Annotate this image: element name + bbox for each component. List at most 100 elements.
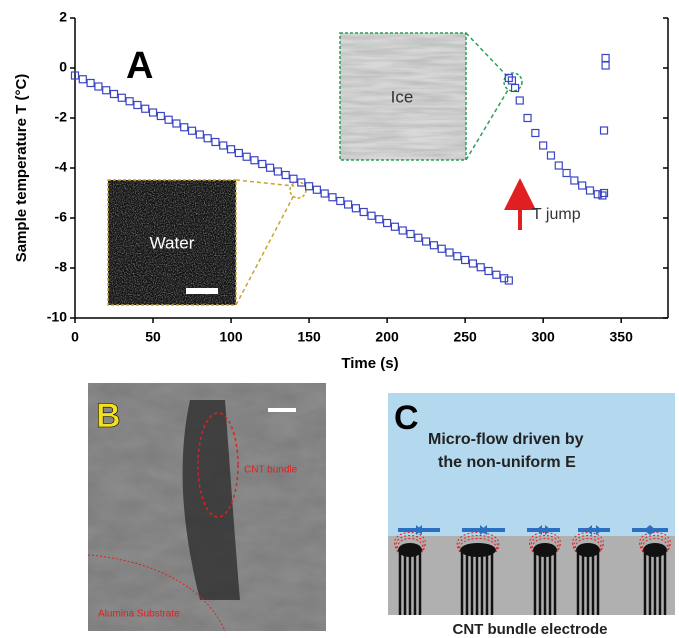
water-inset: Water: [107, 179, 307, 306]
electrode-tip: [398, 543, 422, 557]
field-line: [572, 532, 604, 553]
data-point: [320, 189, 329, 198]
data-point: [289, 174, 298, 183]
y-tick-label: 2: [59, 9, 67, 25]
data-point: [476, 263, 485, 272]
data-point: [297, 178, 306, 187]
x-tick-label: 200: [375, 329, 399, 345]
electrode-tip: [533, 543, 557, 557]
data-point: [523, 113, 532, 123]
data-point: [211, 137, 220, 147]
data-point: [359, 207, 368, 217]
field-line: [395, 535, 425, 553]
data-point: [109, 89, 119, 99]
field-line: [639, 532, 671, 553]
flow-arrow: [416, 525, 440, 535]
data-point: [328, 193, 337, 202]
data-point: [234, 148, 243, 158]
data-point: [445, 248, 454, 257]
panel-b: B CNT bundle Alumina Substrate: [87, 383, 326, 632]
field-line: [641, 538, 669, 553]
data-point: [242, 152, 251, 161]
y-tick-label: 0: [59, 59, 67, 75]
data-point: [500, 274, 509, 283]
data-point: [492, 270, 501, 279]
x-tick-label: 300: [531, 329, 555, 345]
field-line: [574, 538, 602, 553]
data-point: [406, 229, 415, 239]
panel-c-text: Micro-flow driven by: [428, 431, 584, 448]
data-point: [273, 167, 282, 176]
field-line: [456, 532, 500, 553]
data-point: [148, 108, 158, 117]
electrode-tip: [576, 543, 600, 557]
ice-inset: Ice: [339, 32, 523, 161]
data-point: [164, 115, 173, 124]
data-point: [562, 168, 571, 178]
data-point: [180, 123, 189, 132]
data-point: [437, 244, 446, 253]
data-point: [504, 276, 513, 285]
data-point: [601, 53, 610, 63]
jump-label: T jump: [532, 206, 581, 223]
data-point: [203, 134, 212, 143]
ice-label: Ice: [391, 87, 414, 106]
data-point: [125, 97, 134, 106]
y-tick-label: -10: [47, 309, 67, 325]
field-line: [530, 535, 560, 553]
field-line: [394, 532, 426, 553]
y-tick-label: -6: [55, 209, 68, 225]
data-point: [390, 222, 400, 231]
x-tick-label: 0: [71, 329, 79, 345]
panel-label: A: [126, 45, 153, 87]
data-point: [453, 252, 462, 261]
data-point: [383, 218, 392, 228]
data-point: [468, 259, 478, 268]
data-point: [515, 96, 524, 105]
data-point: [172, 119, 181, 128]
y-axis-label: Sample temperature T (°C): [13, 74, 30, 263]
panel-c-caption: CNT bundle electrode: [452, 621, 607, 638]
data-point: [601, 61, 610, 70]
data-point: [599, 126, 609, 135]
data-point: [102, 86, 111, 95]
data-point: [78, 75, 87, 84]
data-point: [258, 159, 267, 169]
data-point: [250, 156, 259, 165]
data-point: [531, 128, 540, 138]
flow-arrow: [536, 525, 560, 535]
substrate-label: Alumina Substrate: [98, 609, 180, 620]
data-point: [546, 151, 556, 160]
data-point: [94, 82, 103, 91]
data-point: [422, 237, 431, 246]
y-tick-label: -2: [55, 109, 68, 125]
data-point: [226, 145, 236, 154]
flow-arrow: [398, 525, 422, 535]
x-tick-label: 250: [453, 329, 477, 345]
data-point: [598, 191, 607, 200]
y-tick-label: -4: [55, 159, 68, 175]
x-tick-label: 100: [219, 329, 243, 345]
data-point: [195, 130, 204, 139]
y-tick-label: -8: [55, 259, 68, 275]
field-line: [396, 538, 424, 553]
flow-arrow: [481, 525, 505, 535]
data-point: [585, 186, 595, 195]
data-point: [156, 111, 165, 121]
data-point: [578, 181, 587, 190]
flow-arrow: [462, 525, 486, 535]
flow-arrow: [586, 525, 610, 535]
data-point: [539, 141, 548, 150]
data-point: [461, 255, 470, 265]
data-point: [133, 100, 142, 110]
data-point: [367, 211, 376, 220]
data-point: [375, 215, 384, 224]
data-point: [70, 71, 80, 80]
panel-c-text: the non-uniform E: [438, 454, 576, 471]
data-point: [304, 182, 314, 191]
panel-c-label: C: [394, 399, 419, 437]
data-point: [187, 126, 197, 135]
electrode-tip: [643, 543, 667, 557]
field-line: [529, 532, 561, 553]
